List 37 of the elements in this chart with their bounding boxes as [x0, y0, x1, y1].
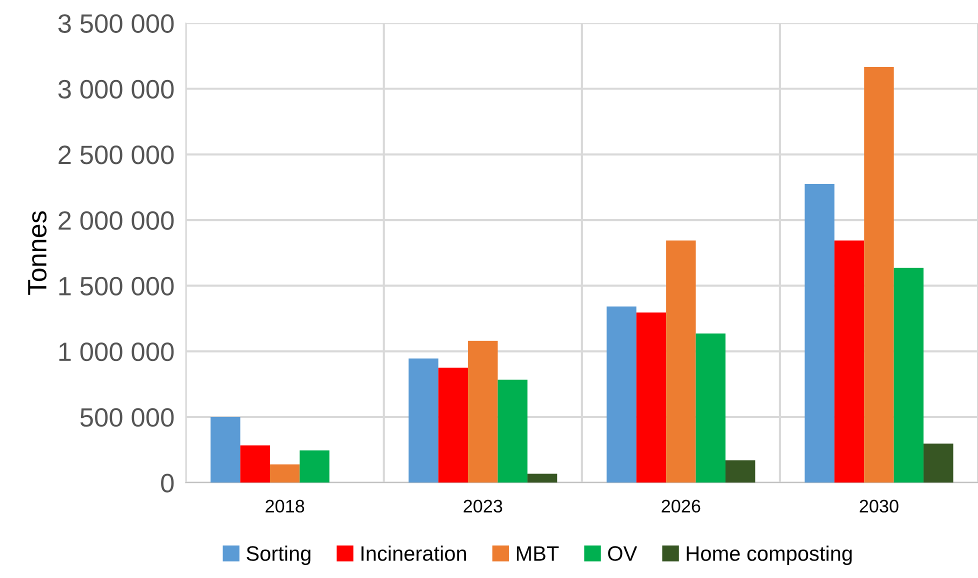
x-tick-label: 2023: [464, 500, 502, 513]
x-tick-label: 2030: [860, 500, 898, 513]
y-tick-label: 2 000 000: [58, 211, 174, 230]
x-tick-label: 2018: [266, 500, 304, 513]
bar: [864, 66, 894, 483]
y-tick-label: 2 500 000: [58, 146, 174, 164]
bar: [834, 240, 864, 483]
bar: [636, 312, 666, 483]
legend-label: MBT: [516, 546, 559, 561]
bar: [666, 240, 696, 483]
bar: [725, 460, 756, 483]
y-axis-title: Tonnes: [28, 211, 47, 295]
bar: [408, 358, 438, 483]
bar: [924, 444, 954, 483]
y-tick-label: 1 000 000: [59, 342, 174, 362]
bar: [438, 368, 468, 483]
bar: [270, 464, 300, 483]
bar: [210, 416, 240, 483]
y-tick-label: 0: [161, 474, 174, 492]
bar: [527, 474, 558, 483]
bar: [606, 306, 636, 483]
bar: [498, 380, 528, 483]
y-tick-label: 500 000: [80, 408, 174, 427]
x-tick-label: 2026: [662, 500, 700, 513]
y-tick-label: 1 500 000: [59, 276, 174, 296]
legend-label: OV: [608, 546, 638, 561]
bar: [894, 268, 924, 483]
bar: [300, 450, 330, 483]
bar: [696, 333, 726, 483]
bar: [804, 184, 834, 483]
legend-label: Home composting: [686, 546, 852, 566]
legend-label: Sorting: [246, 546, 310, 566]
y-tick-label: 3 000 000: [58, 80, 174, 99]
bar: [468, 340, 498, 483]
legend-label: Incineration: [362, 546, 466, 561]
bar: [240, 445, 270, 483]
y-tick-label: 3 500 000: [58, 14, 174, 33]
